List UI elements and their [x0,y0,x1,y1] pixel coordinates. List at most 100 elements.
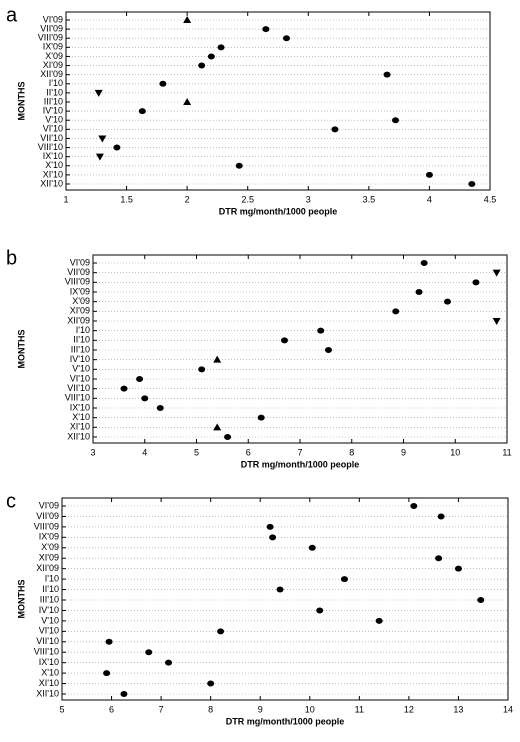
x-axis-label: DTR mg/month/1000 people [219,206,338,216]
y-tick-label: X'10 [41,667,59,677]
y-tick-label: XI'09 [70,306,90,316]
y-tick-label: XI'09 [39,553,59,563]
y-tick-label: IV'10 [43,105,63,115]
y-tick-label: XII'09 [67,315,90,325]
panel-label: b [6,247,17,269]
y-tick-label: III'10 [40,594,59,604]
y-tick-label: II'10 [73,335,90,345]
dot-marker [308,544,316,551]
dot-marker [269,534,277,541]
dot-marker [282,35,290,42]
dot-marker [410,503,418,509]
x-tick-label: 3.5 [363,194,376,204]
dot-marker [105,638,113,645]
y-tick-label: VII'10 [36,636,59,646]
dot-marker [443,298,451,305]
dot-marker [198,366,206,373]
dot-marker [280,337,288,344]
dot-marker [266,523,274,530]
x-tick-label: 1.5 [120,194,133,204]
x-tick-label: 5 [194,447,199,457]
x-tick-label: 4 [427,194,432,204]
x-tick-label: 7 [159,704,164,714]
y-axis-label: MONTHS [16,330,26,369]
y-tick-label: XII'10 [40,178,63,188]
dot-marker [156,405,164,411]
y-tick-label: VI'09 [39,500,59,510]
y-tick-label: II'10 [46,87,63,97]
triangle-down-marker [98,135,107,143]
x-tick-label: 10 [450,447,460,457]
dot-marker [276,586,284,593]
dot-marker [257,414,265,421]
y-tick-label: VIII'10 [34,647,59,657]
dot-marker [217,628,225,635]
y-tick-label: XI'10 [43,169,63,179]
y-tick-label: IX'09 [39,532,59,542]
y-tick-label: VII'09 [36,511,59,521]
x-tick-label: 3 [306,194,311,204]
dot-marker [120,691,128,697]
y-tick-label: III'10 [44,96,63,106]
y-tick-label: VIII'10 [65,393,90,403]
y-tick-label: IV'10 [70,354,90,364]
x-tick-label: 4 [142,447,147,457]
x-tick-label: 2.5 [241,194,254,204]
dot-marker [317,327,325,334]
y-tick-label: I'10 [45,573,59,583]
y-tick-label: VI'10 [70,373,90,383]
y-tick-label: IX'10 [43,151,63,161]
dot-marker [141,395,149,402]
y-axis-label: MONTHS [16,82,26,121]
dot-marker [477,597,485,603]
panel-label: c [6,490,16,512]
x-tick-label: 6 [246,447,251,457]
y-tick-label: VI'09 [70,257,90,267]
y-tick-label: IX'10 [70,402,90,412]
dot-marker [415,289,423,295]
plot-frame [92,254,508,444]
y-tick-label: XII'10 [36,688,59,698]
dot-marker [113,144,121,151]
triangle-down-marker [492,269,501,277]
y-tick-label: X'09 [41,542,59,552]
y-tick-label: V'10 [45,115,63,125]
y-tick-label: XI'09 [43,60,63,70]
dot-marker [392,117,400,124]
y-tick-label: I'10 [76,325,90,335]
x-tick-label: 14 [503,704,513,714]
dot-marker [340,576,348,583]
dot-marker [437,513,445,520]
dot-marker [472,279,480,286]
dot-marker [207,53,215,60]
x-tick-label: 6 [109,704,114,714]
dot-marker [331,126,339,133]
dot-marker [165,659,173,666]
y-tick-label: VIII'09 [38,33,63,43]
dot-marker [224,434,232,440]
x-tick-label: 8 [208,704,213,714]
y-tick-label: X'09 [72,296,90,306]
triangle-down-marker [94,89,103,97]
y-tick-label: VIII'10 [38,142,63,152]
y-tick-label: VIII'09 [65,277,90,287]
y-tick-label: VII'10 [40,133,63,143]
x-tick-label: 7 [297,447,302,457]
x-tick-label: 8 [349,447,354,457]
y-tick-label: VI'10 [43,124,63,134]
y-tick-label: X'09 [45,51,63,61]
y-tick-label: V'10 [41,615,59,625]
x-axis-label: DTR mg/month/1000 people [241,459,360,469]
x-tick-label: 12 [404,704,414,714]
dot-marker [468,181,476,187]
dot-marker [262,26,270,33]
y-tick-label: VI'10 [39,626,59,636]
triangle-up-marker [213,423,222,431]
y-tick-label: IV'10 [39,605,59,615]
y-tick-label: II'10 [42,584,59,594]
dot-marker [425,171,433,178]
dot-marker [235,162,243,169]
dot-marker [375,617,383,624]
y-tick-label: XII'09 [36,563,59,573]
y-tick-label: IX'09 [43,42,63,52]
